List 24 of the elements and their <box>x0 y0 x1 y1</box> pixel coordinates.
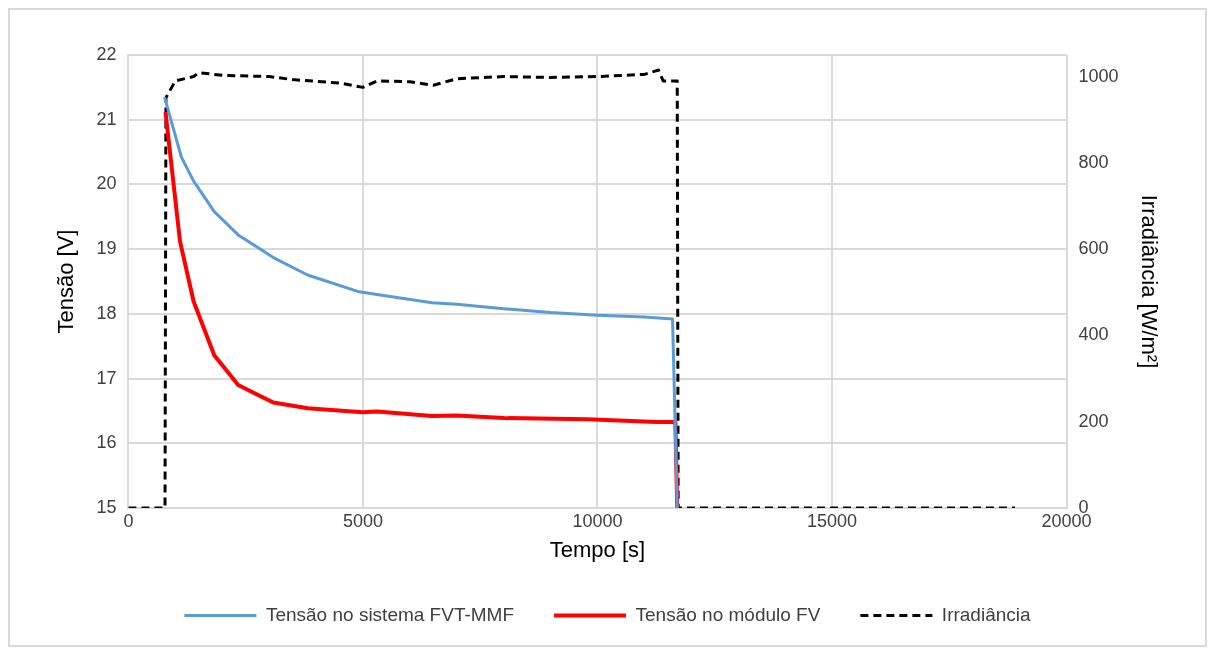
y-tick-label: 19 <box>96 238 117 259</box>
y-tick-label: 15 <box>96 496 117 517</box>
x-axis-title: Tempo [s] <box>549 536 646 562</box>
y-tick-label: 20 <box>96 173 117 194</box>
y-axis-title: Tensão [V] <box>53 229 79 334</box>
y2-tick-label: 1000 <box>1078 65 1119 86</box>
y2-tick-label: 400 <box>1078 324 1109 345</box>
y2-tick-label: 200 <box>1078 410 1109 431</box>
y-tick-label: 16 <box>96 432 117 453</box>
x-tick-label: 0 <box>123 510 134 531</box>
legend-label: Irradiância <box>941 603 1032 625</box>
x-tick-label: 15000 <box>806 510 858 531</box>
y-tick-label: 18 <box>96 302 117 323</box>
y2-tick-label: 600 <box>1078 238 1109 259</box>
y2-axis-title: Irradiância [W/m²] <box>1136 194 1162 369</box>
y-tick-label: 17 <box>96 367 117 388</box>
legend-label: Tensão no sistema FVT-MMF <box>265 603 515 625</box>
y2-tick-label: 800 <box>1078 151 1109 172</box>
x-tick-label: 5000 <box>342 510 383 531</box>
x-tick-label: 10000 <box>572 510 623 531</box>
y-tick-label: 22 <box>96 43 117 64</box>
y-tick-label: 21 <box>96 108 117 129</box>
line-series <box>128 68 1017 508</box>
legend-label: Tensão no módulo FV <box>635 603 821 625</box>
